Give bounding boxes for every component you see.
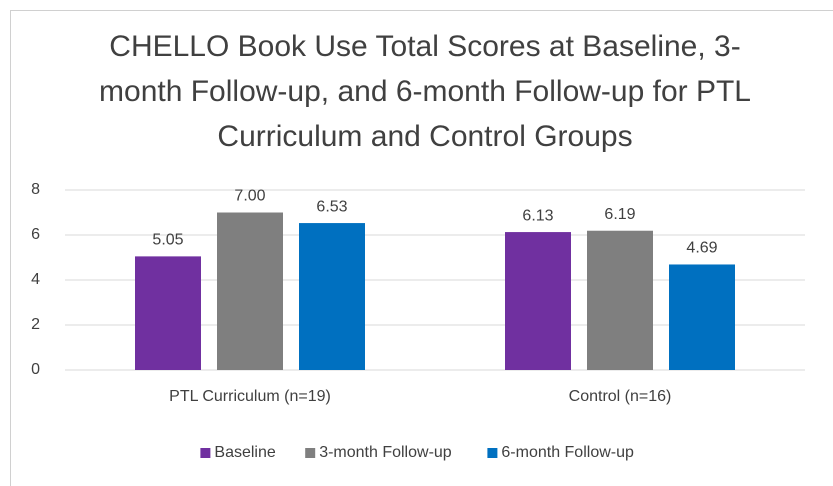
data-label: 7.00	[234, 188, 265, 205]
bar	[135, 256, 201, 370]
y-tick-label: 2	[31, 316, 40, 333]
bar	[217, 212, 283, 370]
y-tick-label: 6	[31, 226, 40, 243]
bar	[505, 232, 571, 370]
data-label: 6.13	[522, 207, 553, 224]
legend-label: Baseline	[214, 444, 275, 461]
bar	[587, 230, 653, 370]
x-tick-label: Control (n=16)	[569, 388, 672, 405]
legend-swatch	[305, 448, 316, 458]
data-label: 6.19	[604, 206, 635, 223]
chart-title: CHELLO Book Use Total Scores at Baseline…	[99, 30, 751, 153]
y-tick-label: 0	[31, 361, 40, 378]
bar	[299, 223, 365, 370]
frame	[10, 10, 833, 486]
legend-swatch	[200, 448, 211, 458]
legend-swatch	[487, 448, 498, 458]
x-tick-label: PTL Curriculum (n=19)	[169, 388, 331, 405]
bar	[669, 264, 735, 370]
data-label: 4.69	[686, 240, 717, 257]
data-label: 6.53	[316, 198, 347, 215]
legend-label: 3-month Follow-up	[319, 444, 452, 461]
data-label: 5.05	[152, 232, 183, 249]
y-tick-label: 8	[31, 181, 40, 198]
y-tick-label: 4	[31, 271, 40, 288]
legend-label: 6-month Follow-up	[501, 444, 634, 461]
